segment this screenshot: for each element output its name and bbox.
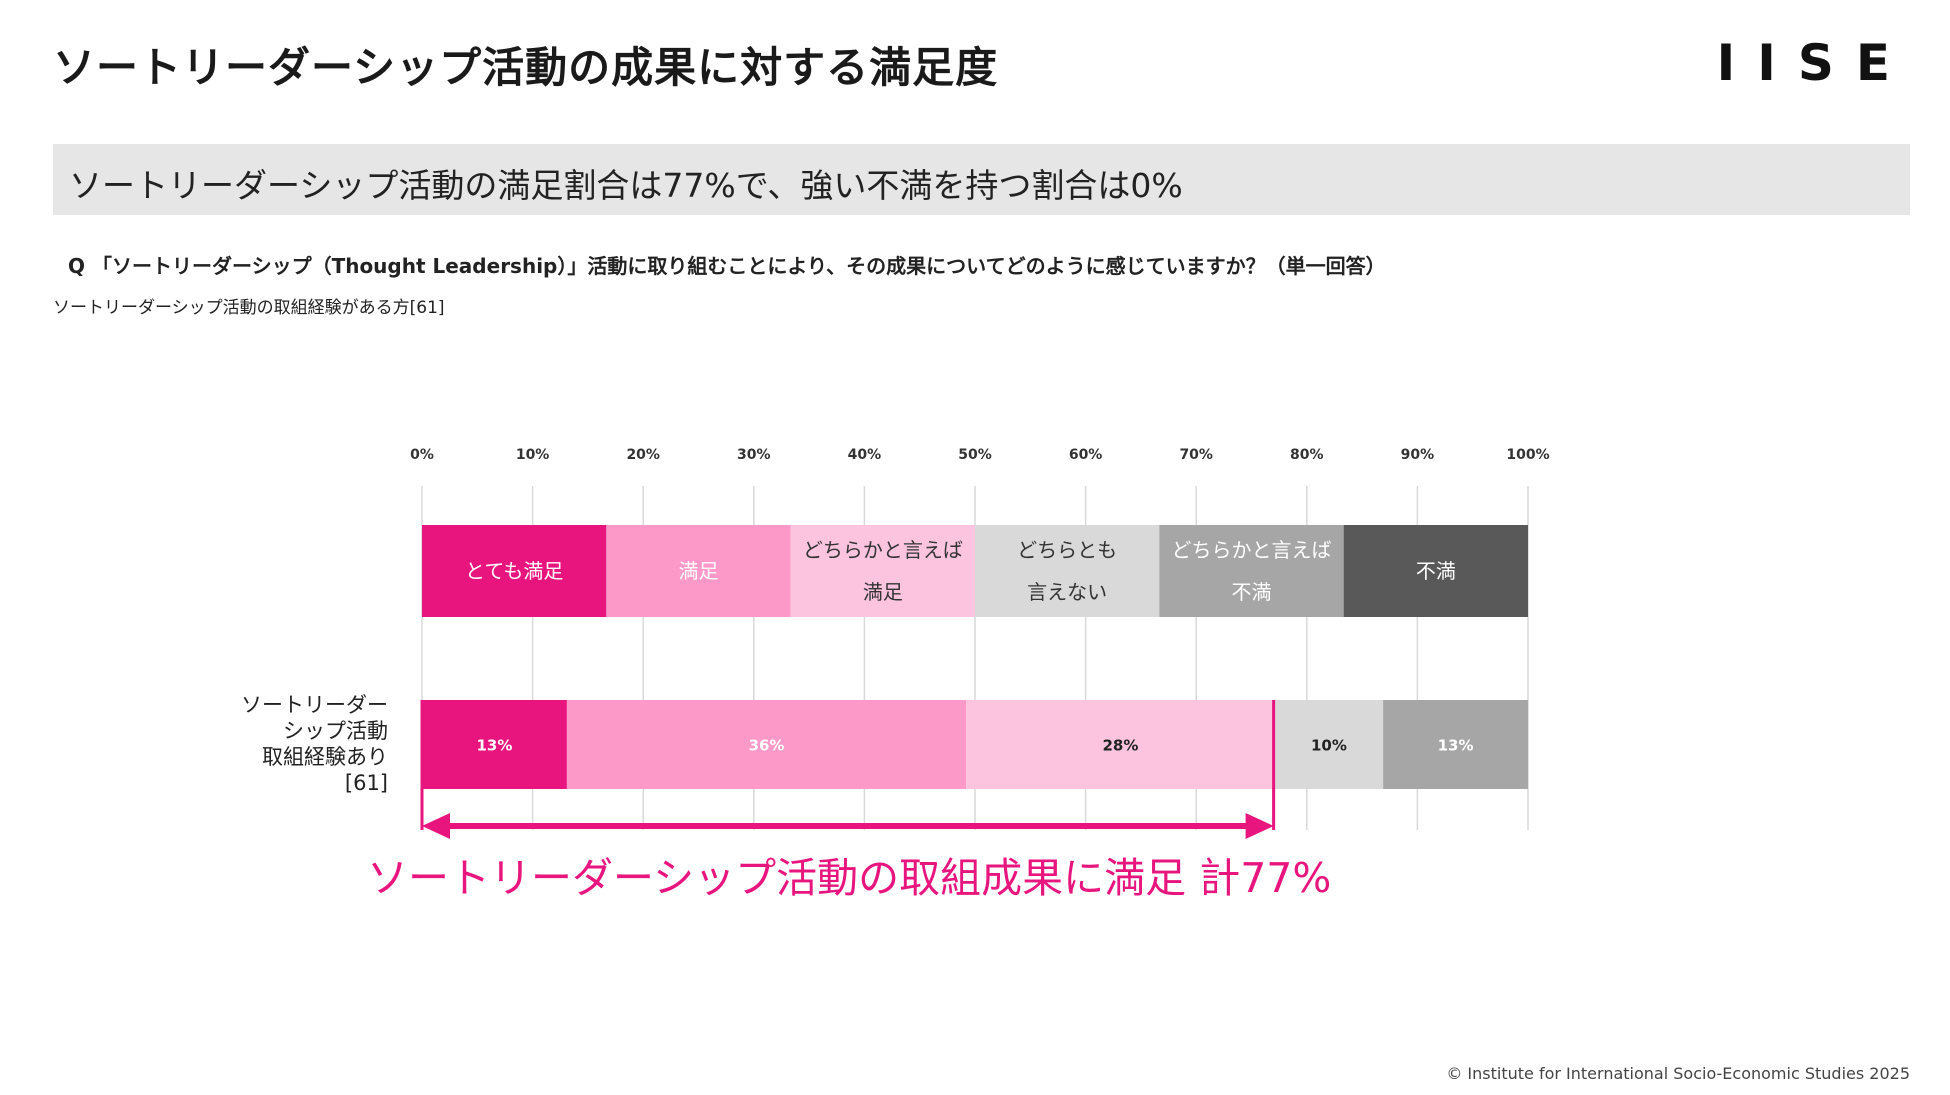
bar-value-label: 13% xyxy=(476,737,512,755)
legend-label: どちらかと言えば xyxy=(803,538,963,562)
legend-swatch xyxy=(1343,525,1528,617)
x-tick-label: 50% xyxy=(958,447,992,463)
legend-swatch xyxy=(1159,525,1344,617)
satisfaction-annotation: ソートリーダーシップ活動の取組成果に満足 計77% xyxy=(367,700,1331,902)
base-note: ソートリーダーシップ活動の取組経験がある方[61] xyxy=(53,298,445,318)
x-tick-labels: 0% 10% 20% 30% 40% 50% 60% 70% 80% 90% 100% xyxy=(410,447,1550,463)
bar-value-label: 0% xyxy=(1536,737,1561,755)
data-bar-row: 13% 36% 28% 10% 13% 0% xyxy=(422,700,1561,789)
legend-label: とても満足 xyxy=(465,559,563,583)
legend-label: どちらかと言えば xyxy=(1172,538,1332,562)
category-label: シップ活動 xyxy=(283,719,388,743)
x-tick-label: 90% xyxy=(1401,447,1435,463)
annotation-text: ソートリーダーシップ活動の取組成果に満足 計77% xyxy=(367,854,1331,902)
x-tick-label: 60% xyxy=(1069,447,1103,463)
category-label: ソートリーダー xyxy=(241,693,388,717)
x-tick-label: 40% xyxy=(848,447,882,463)
bar-value-label: 28% xyxy=(1102,737,1138,755)
x-tick-label: 20% xyxy=(626,447,660,463)
legend-label: 言えない xyxy=(1027,580,1107,604)
x-tick-label: 10% xyxy=(516,447,550,463)
bar-segment xyxy=(422,700,567,789)
x-tick-label: 70% xyxy=(1179,447,1213,463)
bar-segment xyxy=(1383,700,1528,789)
category-label: 取組経験あり xyxy=(262,745,388,769)
iise-logo: IISE xyxy=(1716,34,1912,92)
copyright: © Institute for International Socio-Econ… xyxy=(1446,1064,1910,1083)
headline-text: ソートリーダーシップ活動の満足割合は77%で、強い不満を持つ割合は0% xyxy=(69,166,1183,205)
legend-swatch xyxy=(975,525,1160,617)
bar-value-label: 10% xyxy=(1311,737,1347,755)
bar-value-label: 13% xyxy=(1438,737,1474,755)
x-tick-label: 30% xyxy=(737,447,771,463)
arrow-head-right xyxy=(1245,813,1274,839)
x-tick-label: 100% xyxy=(1506,447,1549,463)
question-text: Q 「ソートリーダーシップ（Thought Leadership）」活動に取り組… xyxy=(68,254,1386,278)
legend-swatch xyxy=(422,525,607,617)
bar-segment xyxy=(966,700,1275,789)
x-tick-label: 0% xyxy=(410,447,434,463)
bar-value-label: 36% xyxy=(749,737,785,755)
category-label: [61] xyxy=(345,771,388,795)
legend-swatch xyxy=(790,525,975,617)
legend-label: どちらとも xyxy=(1017,538,1117,562)
arrow-head-left xyxy=(422,813,450,839)
headline-box: ソートリーダーシップ活動の満足割合は77%で、強い不満を持つ割合は0% xyxy=(53,144,1910,215)
x-tick-label: 80% xyxy=(1290,447,1324,463)
page-title: ソートリーダーシップ活動の成果に対する満足度 xyxy=(53,43,999,92)
bar-segment xyxy=(1274,700,1384,789)
legend-label: 不満 xyxy=(1416,559,1456,583)
bar-segment xyxy=(566,700,967,789)
legend-label: 不満 xyxy=(1232,580,1272,604)
legend-swatch xyxy=(606,525,791,617)
legend-label: 満足 xyxy=(679,559,719,583)
legend-label: 満足 xyxy=(863,580,903,604)
